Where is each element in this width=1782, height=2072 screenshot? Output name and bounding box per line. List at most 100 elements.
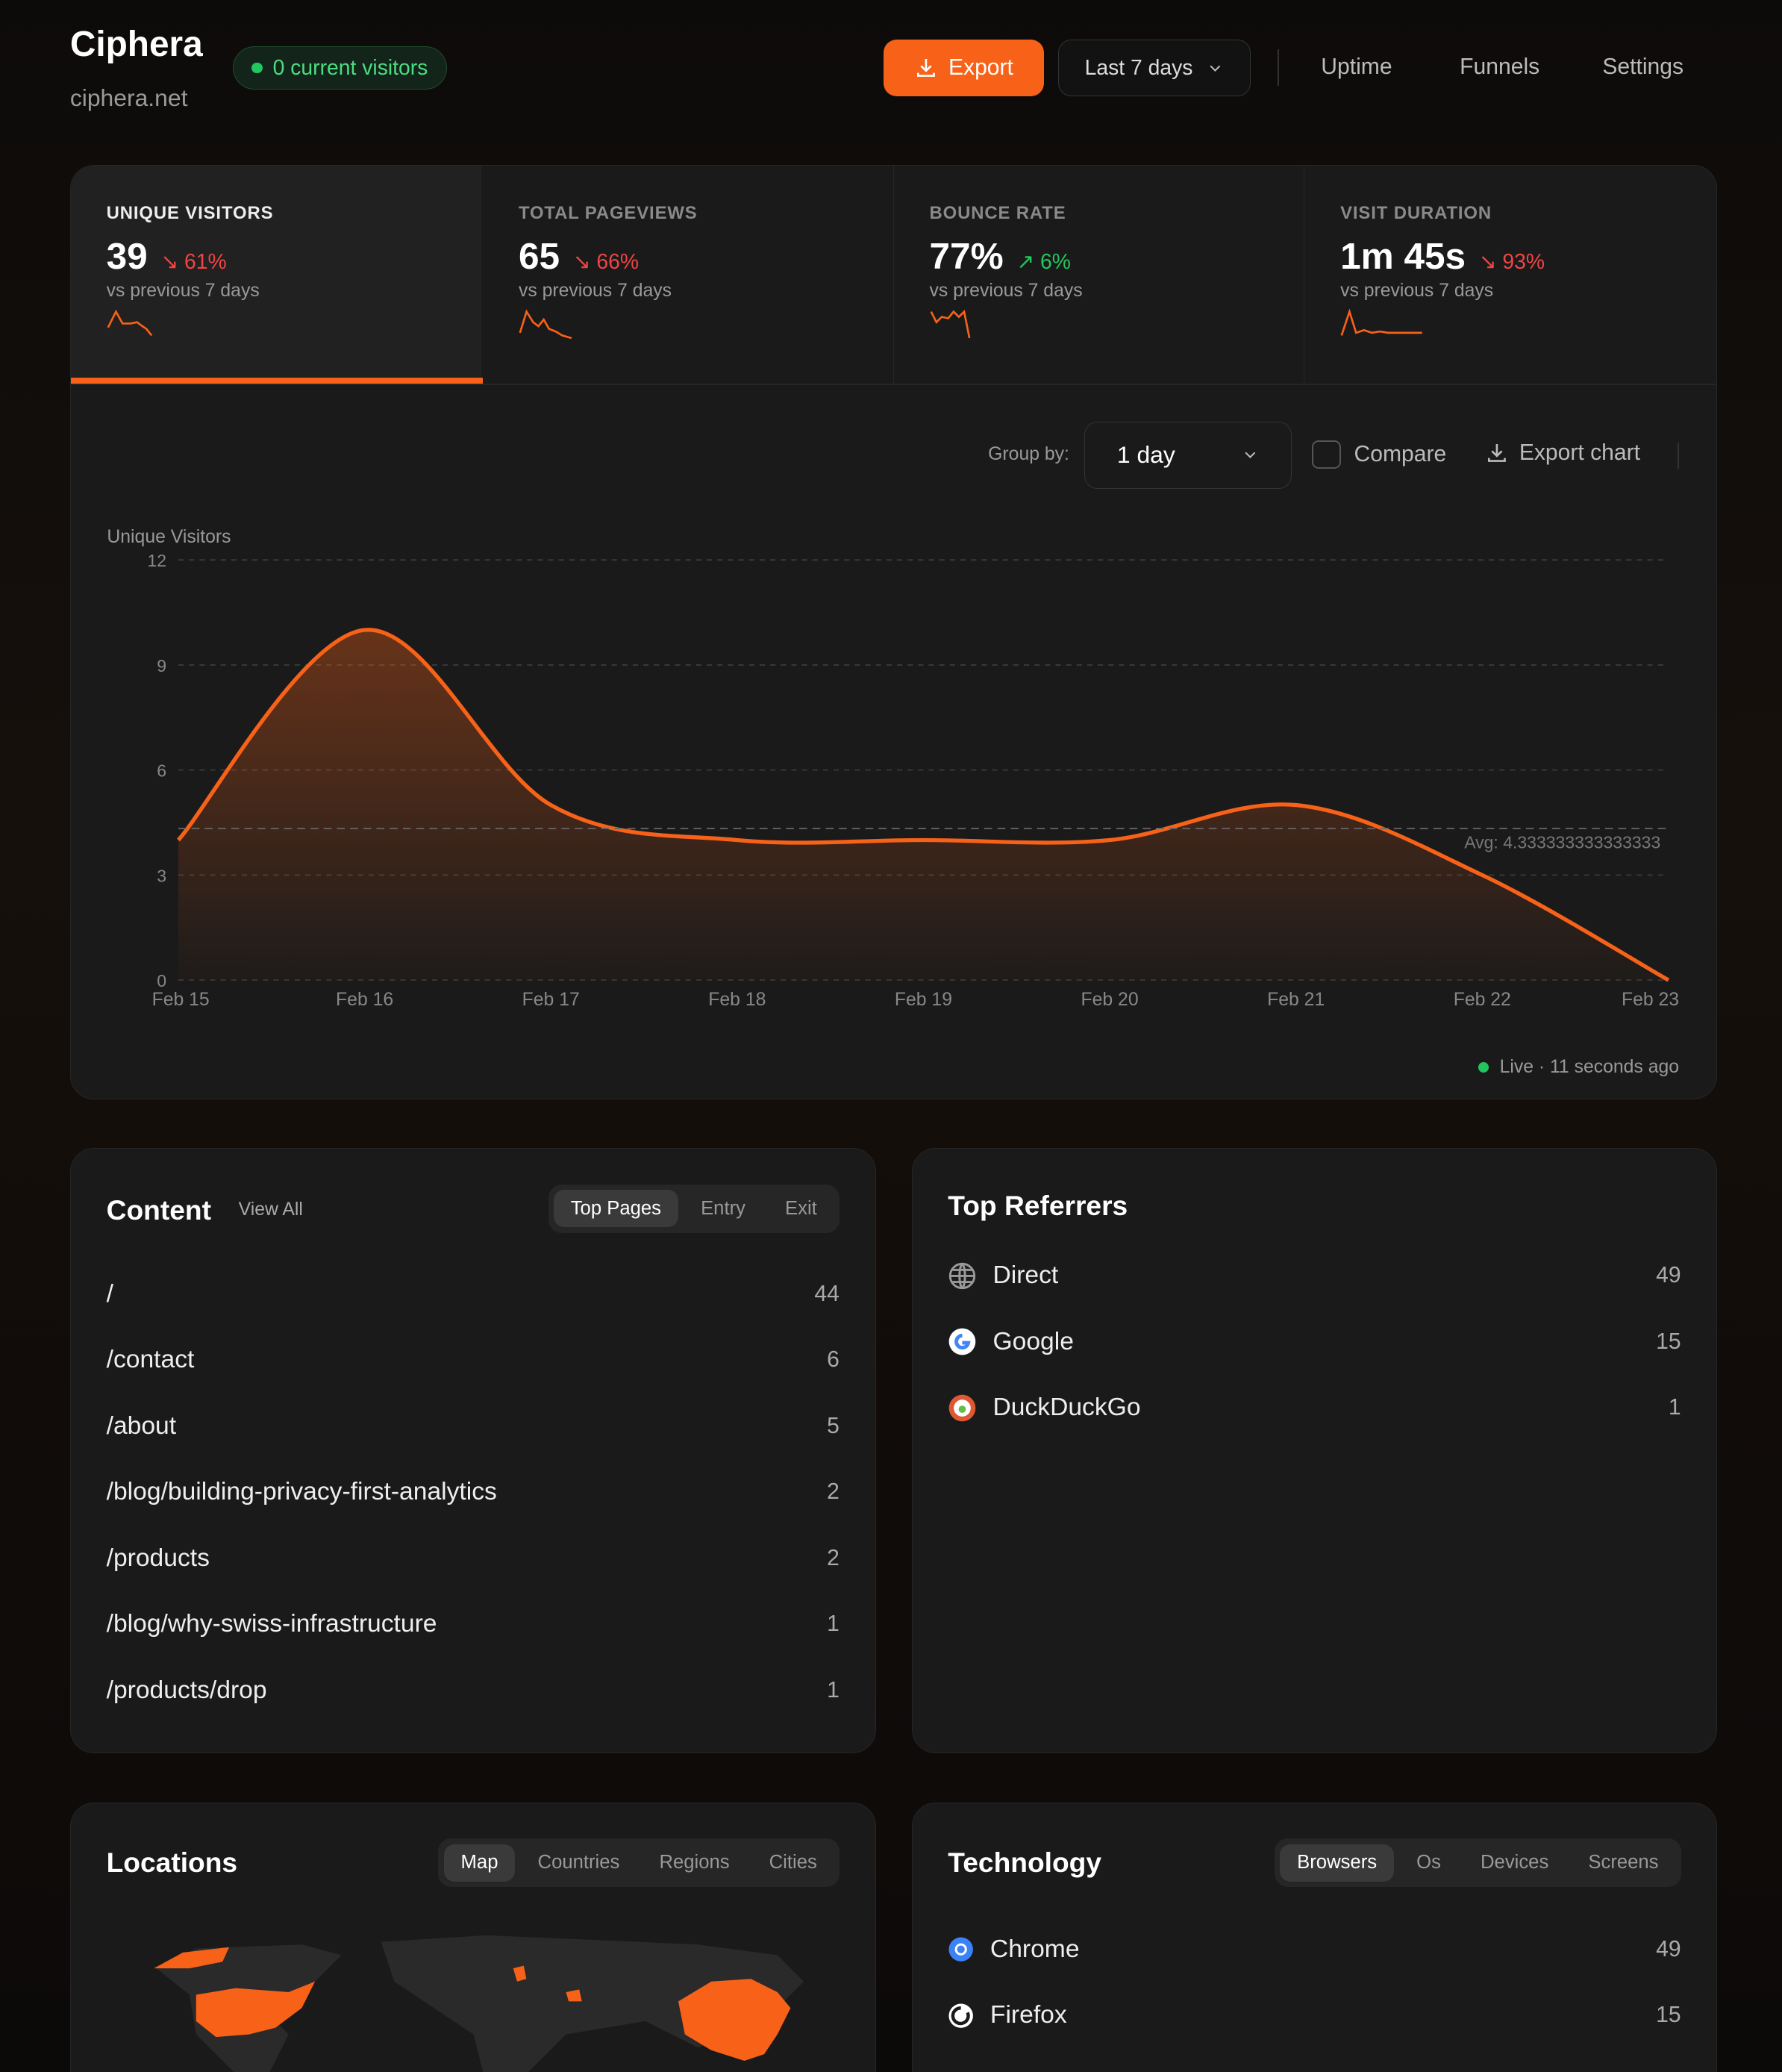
x-tick-label: Feb 20 (1081, 990, 1138, 1010)
stat-sub: vs previous 7 days (929, 280, 1083, 301)
technology-panel: Technology Browsers Os Devices Screens C… (911, 1802, 1718, 2072)
tab-entry[interactable]: Entry (701, 1197, 745, 1219)
panel-title: Top Referrers (948, 1190, 1128, 1222)
site-title: Ciphera (69, 24, 203, 64)
browser-count: 15 (1656, 2003, 1681, 2028)
panel-title: Content (106, 1193, 211, 1226)
stat-label: TOTAL PAGEVIEWS (518, 202, 698, 223)
live-dot-icon (1478, 1062, 1489, 1073)
stat-change: ↘ 93% (1478, 250, 1545, 274)
live-status-text: Live · 11 seconds ago (1499, 1057, 1680, 1078)
table-row[interactable]: /products/drop 1 (107, 1676, 840, 1705)
page-count: 5 (827, 1413, 840, 1438)
tab-regions[interactable]: Regions (659, 1852, 730, 1873)
stat-sub: vs previous 7 days (106, 280, 260, 301)
y-axis-label: Unique Visitors (107, 528, 231, 548)
locations-panel: Locations Map Countries Regions Cities (69, 1802, 876, 2072)
sparkline (1340, 308, 1422, 336)
site-domain: ciphera.net (69, 84, 188, 112)
stat-unique-visitors[interactable]: UNIQUE VISITORS 39 ↘ 61% vs previous 7 da… (70, 166, 482, 384)
list-item[interactable]: Chrome 49 (948, 1935, 1681, 1964)
date-range-select[interactable]: Last 7 days (1058, 40, 1251, 97)
stat-total-pageviews[interactable]: TOTAL PAGEVIEWS 65 ↘ 66% vs previous 7 da… (483, 166, 894, 384)
stat-visit-duration[interactable]: VISIT DURATION 1m 45s ↘ 93% vs previous 7… (1304, 166, 1716, 384)
sparkline (930, 309, 970, 339)
tab-top-pages[interactable]: Top Pages (553, 1190, 678, 1228)
stat-bounce-rate[interactable]: BOUNCE RATE 77% ↗ 6% vs previous 7 days (894, 166, 1305, 384)
table-row[interactable]: /products 2 (107, 1544, 840, 1573)
compare-toggle[interactable]: Compare (1311, 440, 1447, 469)
stat-value: 39 (106, 235, 148, 277)
export-chart-button[interactable]: Export chart (1485, 440, 1640, 466)
average-label: Avg: 4.333333333333333 (1464, 833, 1660, 852)
page-count: 6 (827, 1347, 840, 1373)
group-by-value: 1 day (1116, 441, 1175, 469)
referrer-count: 15 (1656, 1329, 1681, 1354)
compare-checkbox[interactable] (1311, 440, 1341, 469)
y-tick-label: 0 (157, 971, 166, 990)
table-row[interactable]: /blog/building-privacy-first-analytics 2 (107, 1478, 840, 1506)
content-tabs: Top Pages Entry Exit (548, 1185, 840, 1233)
tab-screens[interactable]: Screens (1588, 1852, 1659, 1873)
x-tick-label: Feb 21 (1267, 990, 1325, 1010)
compare-label: Compare (1354, 441, 1447, 466)
globe-icon (949, 1262, 976, 1290)
download-icon (916, 59, 935, 78)
referrer-count: 1 (1668, 1395, 1681, 1420)
table-row[interactable]: /blog/why-swiss-infrastructure 1 (107, 1610, 840, 1638)
stat-value: 77% (929, 235, 1004, 277)
visitors-chart: Unique Visitors 0 3 6 9 12 Feb 15 Feb 16 Feb 17… (107, 528, 1679, 1011)
tab-browsers[interactable]: Browsers (1280, 1844, 1395, 1882)
list-item[interactable]: Direct 49 (948, 1261, 1681, 1291)
export-chart-label: Export chart (1519, 440, 1640, 465)
x-tick-label: Feb 19 (895, 990, 952, 1010)
x-tick-label: Feb 16 (336, 990, 393, 1010)
list-item[interactable]: Firefox 15 (948, 2001, 1681, 2029)
stat-label: VISIT DURATION (1340, 202, 1492, 223)
page-path: /contact (106, 1346, 195, 1374)
table-row[interactable]: /contact 6 (107, 1346, 840, 1374)
table-row[interactable]: /about 5 (107, 1412, 840, 1441)
sparkline (519, 309, 572, 340)
locations-tabs: Map Countries Regions Cities (438, 1838, 840, 1887)
stat-sub: vs previous 7 days (1340, 280, 1494, 301)
group-by-label: Group by: (988, 443, 1069, 464)
nav-funnels[interactable]: Funnels (1460, 54, 1540, 79)
page-count: 1 (827, 1677, 840, 1703)
chevron-down-icon (1245, 452, 1256, 459)
browser-count: 49 (1656, 1936, 1681, 1962)
nav-settings[interactable]: Settings (1602, 54, 1684, 79)
y-tick-label: 3 (157, 867, 166, 886)
table-row[interactable]: / 44 (107, 1280, 840, 1308)
tab-cities[interactable]: Cities (769, 1852, 817, 1873)
export-button[interactable]: Export (884, 40, 1044, 97)
world-map[interactable] (143, 1929, 857, 2072)
group-by-select[interactable]: 1 day (1084, 421, 1292, 489)
current-visitors-badge: 0 current visitors (232, 46, 448, 90)
list-item[interactable]: DuckDuckGo 1 (948, 1394, 1681, 1423)
divider (1277, 49, 1279, 87)
stat-change: ↘ 66% (572, 250, 640, 274)
list-item[interactable]: Google 15 (948, 1327, 1681, 1356)
tab-devices[interactable]: Devices (1481, 1852, 1549, 1873)
series-line (177, 628, 1670, 982)
view-all-link[interactable]: View All (238, 1199, 303, 1220)
page-count: 2 (827, 1545, 840, 1570)
page-path: /blog/building-privacy-first-analytics (106, 1478, 497, 1506)
tab-exit[interactable]: Exit (785, 1197, 817, 1219)
sparkline (107, 309, 152, 337)
tab-map[interactable]: Map (443, 1844, 516, 1882)
x-tick-label: Feb 22 (1454, 990, 1511, 1010)
area-fill (178, 630, 1669, 981)
y-tick-label: 6 (157, 761, 166, 781)
browser-name: Firefox (990, 2001, 1067, 2029)
tab-os[interactable]: Os (1416, 1852, 1441, 1873)
referrer-name: Direct (992, 1261, 1059, 1290)
chrome-icon (948, 1937, 974, 1962)
current-visitors-text: 0 current visitors (272, 55, 428, 80)
tab-countries[interactable]: Countries (537, 1852, 620, 1873)
referrers-panel: Top Referrers Direct 49 Google 15 DuckDuck… (911, 1148, 1718, 1754)
nav-uptime[interactable]: Uptime (1321, 54, 1392, 79)
page-path: / (106, 1279, 113, 1308)
live-status: Live · 11 seconds ago (1478, 1057, 1679, 1078)
